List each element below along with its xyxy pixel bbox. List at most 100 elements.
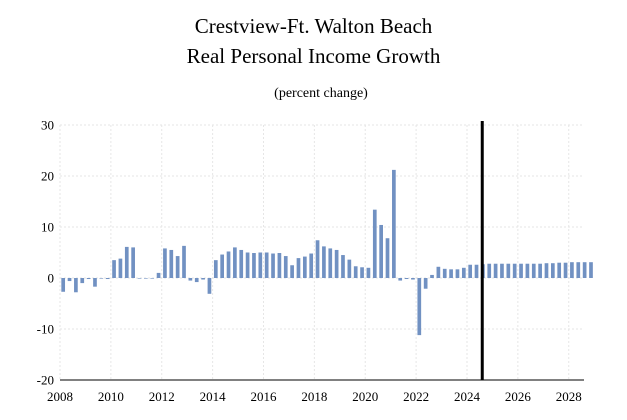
y-tick-label: 30 — [41, 118, 54, 133]
bar — [525, 263, 530, 278]
bar — [500, 263, 504, 278]
y-tick-label: 20 — [41, 169, 54, 184]
bar — [182, 245, 186, 278]
bar — [194, 278, 199, 283]
bar — [150, 278, 155, 279]
bar — [379, 224, 383, 278]
bar — [220, 254, 225, 278]
bar — [404, 278, 409, 280]
bar — [570, 262, 574, 278]
bar — [67, 278, 72, 282]
bar — [156, 272, 161, 278]
x-tick-label: 2022 — [403, 389, 429, 404]
bar — [347, 259, 352, 278]
bar — [245, 252, 250, 278]
bar — [423, 278, 428, 289]
bar — [99, 278, 104, 279]
bar — [328, 248, 333, 278]
bar-series — [61, 169, 593, 336]
bar — [360, 267, 364, 278]
x-tick-label: 2018 — [301, 389, 327, 404]
y-tick-label: 10 — [41, 220, 54, 235]
bar — [296, 258, 301, 278]
bar — [213, 260, 218, 278]
bar — [430, 274, 434, 278]
bar — [455, 269, 460, 278]
bar — [93, 278, 97, 287]
bar — [201, 278, 205, 280]
bar — [385, 238, 390, 278]
bar — [74, 278, 78, 293]
x-tick-label: 2024 — [454, 389, 481, 404]
y-tick-label: -10 — [37, 322, 54, 337]
bar — [290, 265, 294, 278]
x-tick-label: 2026 — [505, 389, 532, 404]
axes — [60, 121, 584, 381]
bar — [233, 247, 237, 278]
bar — [315, 240, 320, 278]
bar — [239, 249, 244, 278]
bar — [557, 262, 562, 278]
bar — [417, 278, 422, 336]
bar — [169, 249, 174, 278]
bar — [563, 262, 568, 278]
bar — [61, 278, 66, 292]
bar — [589, 262, 593, 278]
bar — [163, 248, 167, 278]
bar — [353, 266, 358, 278]
bar — [264, 252, 269, 278]
chart-title-line-1: Crestview-Ft. Walton Beach — [195, 14, 433, 38]
chart-subtitle: (percent change) — [274, 86, 368, 101]
bar — [544, 263, 549, 278]
bar — [468, 264, 473, 278]
x-tick-label: 2012 — [149, 389, 175, 404]
bar — [519, 263, 523, 278]
bar — [277, 253, 282, 278]
bar — [86, 278, 91, 280]
bar — [366, 267, 371, 278]
bar — [461, 267, 466, 278]
bar — [131, 247, 135, 278]
bar — [175, 256, 180, 278]
x-tick-label: 2008 — [47, 389, 73, 404]
bar — [531, 263, 536, 278]
bar — [252, 253, 256, 278]
bar — [436, 266, 441, 278]
bar — [392, 169, 396, 278]
bar — [334, 249, 339, 278]
y-tick-label: 0 — [48, 271, 55, 286]
bar — [188, 278, 193, 281]
x-tick-label: 2028 — [556, 389, 582, 404]
bar — [372, 209, 377, 278]
bar — [137, 278, 142, 279]
bar — [271, 253, 275, 278]
bar — [144, 278, 148, 279]
bar — [474, 264, 479, 278]
gridlines — [59, 124, 584, 381]
bar — [207, 278, 212, 294]
bar — [493, 263, 498, 278]
bar — [118, 258, 123, 278]
bar — [487, 263, 492, 278]
x-tick-label: 2010 — [98, 389, 124, 404]
bar — [551, 263, 555, 278]
chart-title-line-2: Real Personal Income Growth — [187, 44, 441, 68]
bar — [124, 246, 129, 278]
bar — [283, 256, 288, 278]
bar — [226, 251, 231, 278]
bar — [80, 278, 85, 284]
bar — [582, 262, 587, 278]
bar — [309, 253, 314, 278]
y-tick-label: -20 — [37, 373, 54, 388]
bar — [322, 246, 326, 278]
bar — [105, 278, 110, 280]
x-tick-label: 2016 — [250, 389, 277, 404]
bar — [302, 256, 307, 278]
bar — [398, 278, 403, 281]
x-tick-label: 2014 — [200, 389, 227, 404]
bar — [411, 278, 415, 280]
bar — [576, 262, 581, 278]
bar — [112, 260, 116, 278]
